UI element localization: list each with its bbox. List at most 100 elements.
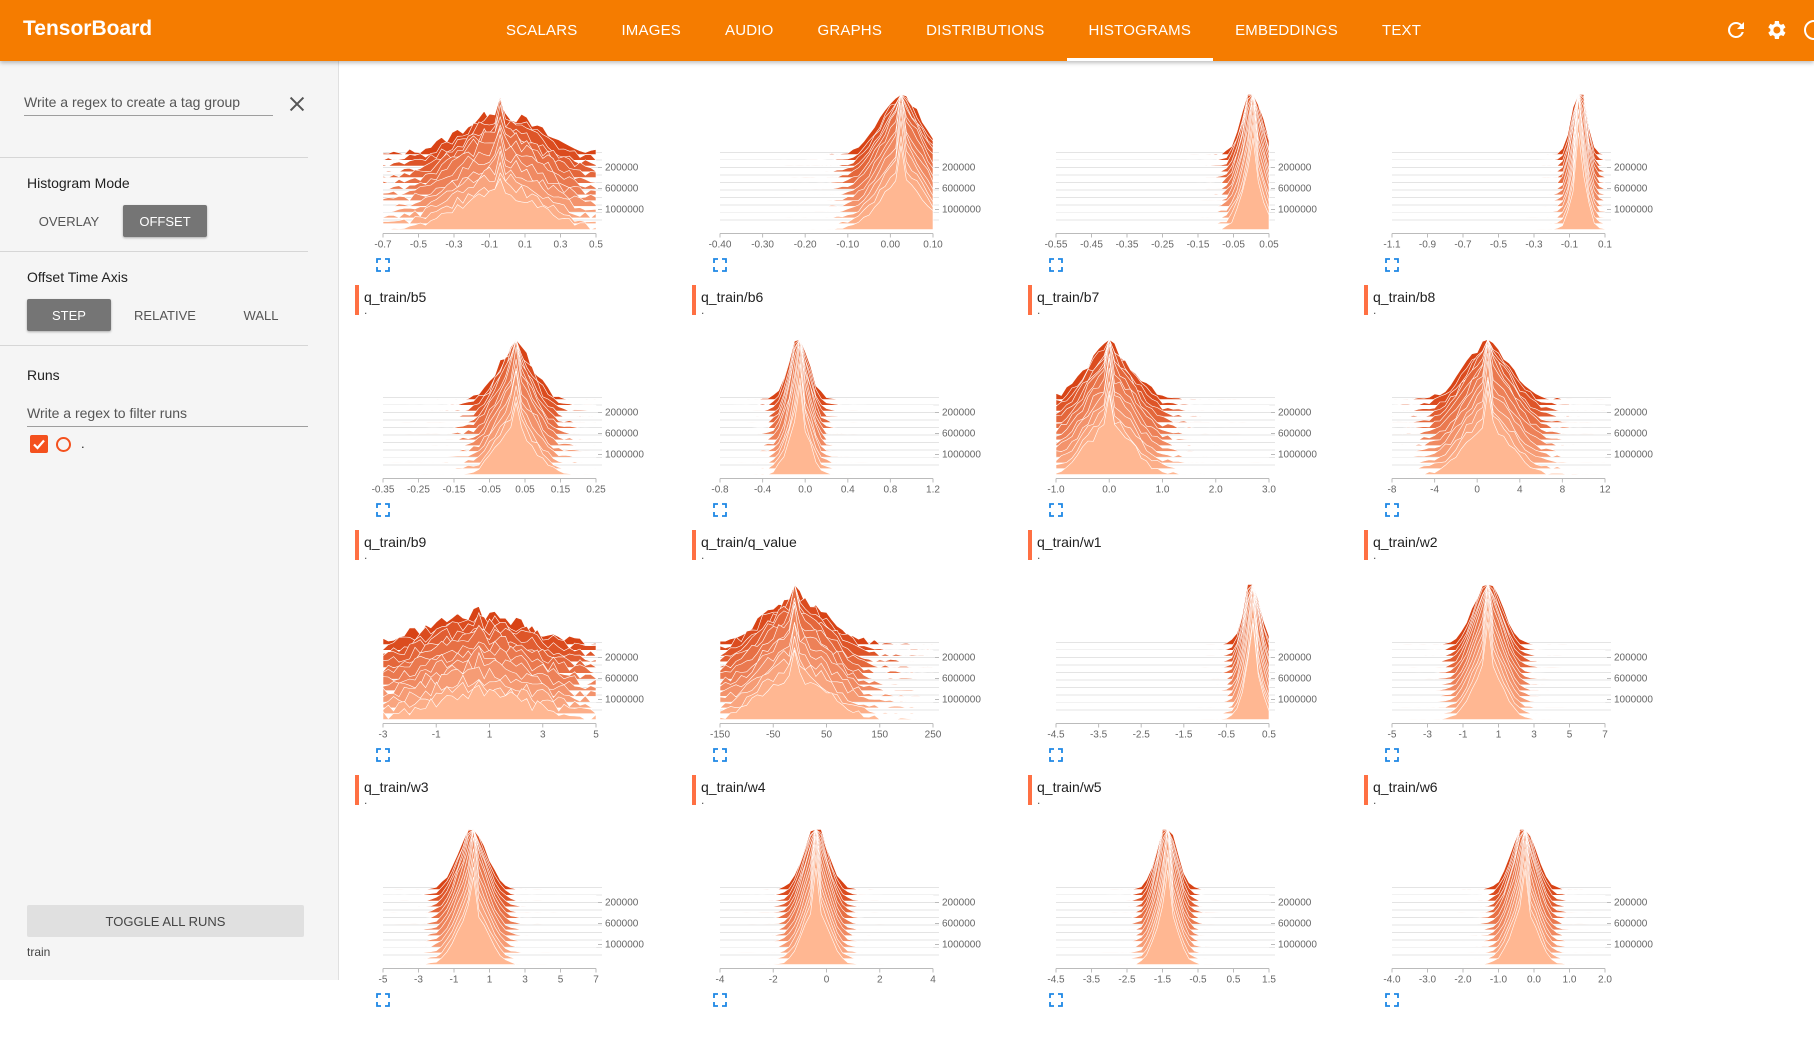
tag-regex-input[interactable]	[24, 89, 273, 116]
x-tick-label: -0.5	[1189, 975, 1207, 986]
histogram-card: -4.5 -3.5 -2.5 -1.5 -0.5 0.5 1.5 200000 600000 10…	[1028, 810, 1358, 1046]
histogram-ridge	[1392, 390, 1605, 475]
histogram-ridge	[1391, 584, 1606, 692]
help-icon[interactable]	[1802, 18, 1814, 42]
run-label: .	[1037, 548, 1041, 562]
histogram-ridge	[719, 650, 933, 720]
histogram-card: -0.8 -0.4 0.0 0.4 0.8 1.2 200000 600000 1000000 q…	[692, 320, 1022, 562]
x-tick-label: -0.7	[1454, 240, 1472, 251]
fullscreen-icon[interactable]	[375, 257, 391, 273]
fullscreen-icon[interactable]	[1048, 257, 1064, 273]
step-button[interactable]: STEP	[27, 299, 111, 331]
y-tick-label: 600000	[1614, 674, 1648, 685]
histogram-card: -4 -2 0 2 4 200000 600000 1000000	[692, 810, 1022, 1046]
tab-graphs[interactable]: GRAPHS	[817, 22, 883, 39]
histogram-ridge	[719, 339, 934, 435]
fullscreen-icon[interactable]	[1048, 992, 1064, 1008]
x-tick-label: -0.1	[1561, 240, 1579, 251]
histogram-ridge	[1055, 584, 1270, 651]
x-tick-label: -5	[379, 975, 388, 986]
x-tick-label: -150	[710, 730, 730, 741]
close-icon[interactable]	[286, 93, 308, 115]
fullscreen-icon[interactable]	[1048, 502, 1064, 518]
settings-icon[interactable]	[1764, 18, 1788, 42]
sidebar: Histogram Mode OVERLAY OFFSET Offset Tim…	[0, 61, 339, 980]
histogram-card: -1.1 -0.9 -0.7 -0.5 -0.3 -0.1 0.1 200000 600000 1…	[1364, 75, 1694, 317]
histogram-ridge	[1056, 869, 1269, 965]
histogram-ridge	[382, 346, 597, 441]
run-checkbox[interactable]	[30, 435, 48, 453]
x-tick-label: 2	[877, 975, 883, 986]
fullscreen-icon[interactable]	[712, 992, 728, 1008]
histogram-ridge	[1391, 829, 1606, 902]
fullscreen-icon[interactable]	[375, 747, 391, 763]
histogram-card: -5 -3 -1 1 3 5 7 200000 600000 1000000	[355, 810, 685, 1046]
histogram-card: -0.7 -0.5 -0.3 -0.1 0.1 0.3 0.5 200000 600000 100…	[355, 75, 685, 317]
y-tick-label: 200000	[942, 898, 976, 909]
tag-label: q_train/q_value	[701, 534, 797, 550]
histogram-card: -4.5 -3.5 -2.5 -1.5 -0.5 0.5 200000 600000 10000…	[1028, 565, 1358, 807]
tab-scalars[interactable]: SCALARS	[506, 22, 578, 39]
run-color-bar	[1364, 285, 1368, 315]
x-tick-label: -3.0	[1419, 975, 1437, 986]
x-tick-label: 0.0	[798, 485, 812, 496]
tab-text[interactable]: TEXT	[1381, 22, 1422, 39]
offset-button[interactable]: OFFSET	[123, 205, 207, 237]
x-tick-label: -50	[766, 730, 781, 741]
toggle-all-runs-button[interactable]: TOGGLE ALL RUNS	[27, 905, 304, 937]
histogram-ridge	[383, 876, 596, 965]
tab-distributions[interactable]: DISTRIBUTIONS	[926, 22, 1045, 39]
fullscreen-icon[interactable]	[1048, 747, 1064, 763]
x-tick-label: -1.5	[1154, 975, 1172, 986]
fullscreen-icon[interactable]	[712, 257, 728, 273]
run-color-bar	[1364, 775, 1368, 805]
histogram-ridge	[1391, 860, 1606, 960]
run-filter-input[interactable]	[27, 400, 308, 427]
y-tick-label: 1000000	[1278, 450, 1317, 461]
fullscreen-icon[interactable]	[1384, 502, 1400, 518]
x-tick-label: 1	[487, 730, 493, 741]
fullscreen-icon[interactable]	[712, 502, 728, 518]
overlay-button[interactable]: OVERLAY	[38, 213, 100, 229]
tag-label: q_train/b9	[364, 534, 427, 550]
fullscreen-icon[interactable]	[375, 992, 391, 1008]
histogram-ridge	[719, 339, 934, 406]
histogram-card: -0.55 -0.45 -0.35 -0.25 -0.15 -0.05 0.05 200000…	[1028, 75, 1358, 317]
tab-histograms[interactable]: HISTOGRAMS	[1066, 0, 1214, 61]
x-tick-label: -0.25	[407, 485, 430, 496]
x-tick-label: -1.0	[1047, 485, 1065, 496]
histogram-card: -3 -1 1 3 5 200000 600000 1000000 q_train/w3.	[355, 565, 685, 807]
x-tick-label: -0.25	[1151, 240, 1174, 251]
x-tick-label: -3	[379, 730, 388, 741]
run-label: .	[1373, 303, 1377, 317]
histogram-ridge	[1391, 352, 1606, 452]
x-tick-label: -0.05	[478, 485, 501, 496]
fullscreen-icon[interactable]	[375, 502, 391, 518]
offset-time-axis-section: Offset Time Axis STEP RELATIVE WALL	[0, 251, 308, 346]
x-tick-label: 250	[925, 730, 942, 741]
histogram-ridge	[1392, 829, 1605, 890]
fullscreen-icon[interactable]	[1384, 257, 1400, 273]
wall-button[interactable]: WALL	[243, 307, 279, 323]
fullscreen-icon[interactable]	[1384, 747, 1400, 763]
run-label: .	[364, 303, 368, 317]
histogram-ridge	[1391, 829, 1606, 925]
histogram-ridge	[719, 338, 934, 418]
tab-audio[interactable]: AUDIO	[724, 22, 774, 39]
offset-time-axis-title: Offset Time Axis	[27, 269, 128, 285]
y-tick-label: 200000	[1278, 163, 1312, 174]
fullscreen-icon[interactable]	[1384, 992, 1400, 1008]
run-label: .	[701, 303, 705, 317]
run-name: .	[81, 436, 85, 451]
tab-embeddings[interactable]: EMBEDDINGS	[1235, 22, 1338, 39]
tab-images[interactable]: IMAGES	[621, 22, 681, 39]
relative-button[interactable]: RELATIVE	[134, 307, 196, 323]
refresh-icon[interactable]	[1724, 18, 1748, 42]
y-tick-label: 600000	[1278, 674, 1312, 685]
fullscreen-icon[interactable]	[712, 747, 728, 763]
x-tick-label: 1.0	[1156, 485, 1170, 496]
x-tick-label: 150	[871, 730, 888, 741]
run-color-bar	[355, 775, 359, 805]
run-label: .	[1373, 793, 1377, 807]
histogram-chart: -3 -1 1 3 5 200000 600000 1000000	[379, 605, 644, 741]
